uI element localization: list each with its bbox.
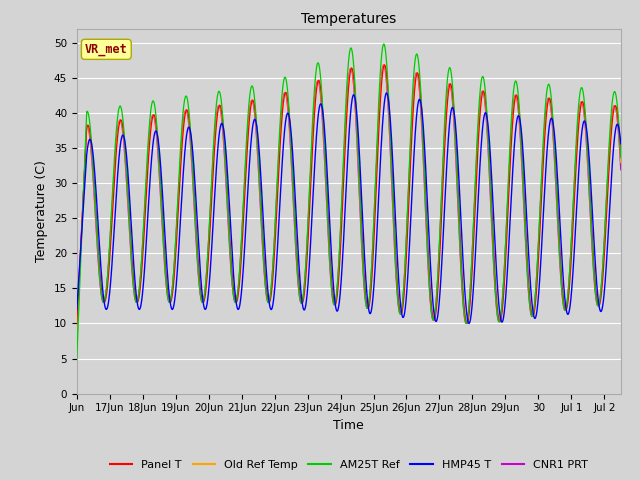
Text: VR_met: VR_met xyxy=(85,43,128,56)
Y-axis label: Temperature (C): Temperature (C) xyxy=(35,160,48,262)
X-axis label: Time: Time xyxy=(333,419,364,432)
Legend: Panel T, Old Ref Temp, AM25T Ref, HMP45 T, CNR1 PRT: Panel T, Old Ref Temp, AM25T Ref, HMP45 … xyxy=(106,456,592,475)
Title: Temperatures: Temperatures xyxy=(301,12,396,26)
